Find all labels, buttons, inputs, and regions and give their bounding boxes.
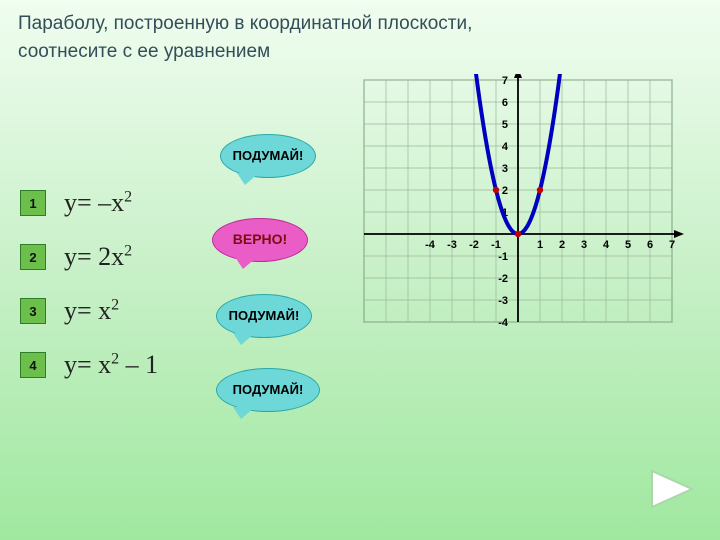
svg-text:7: 7 bbox=[669, 239, 675, 251]
options: 1 y= –x2 2 y= 2x2 3 y= x2 4 y= x2 – 1 bbox=[20, 188, 158, 404]
svg-text:1: 1 bbox=[537, 239, 543, 251]
callout-think-4: ПОДУМАЙ! bbox=[216, 368, 320, 412]
option-button-2[interactable]: 2 bbox=[20, 244, 46, 270]
option-formula-4: y= x2 – 1 bbox=[64, 350, 158, 380]
svg-text:-1: -1 bbox=[498, 251, 508, 263]
svg-text:3: 3 bbox=[502, 163, 508, 175]
svg-text:2: 2 bbox=[502, 185, 508, 197]
callout-correct: ВЕРНО! bbox=[212, 218, 308, 262]
option-formula-2: y= 2x2 bbox=[64, 242, 132, 272]
coordinate-chart: 1234567-1-2-3-41234567-1-2-3-4 bbox=[358, 74, 688, 404]
svg-text:-4: -4 bbox=[498, 317, 509, 329]
option-button-3[interactable]: 3 bbox=[20, 298, 46, 324]
option-button-1[interactable]: 1 bbox=[20, 190, 46, 216]
svg-text:6: 6 bbox=[647, 239, 653, 251]
option-3: 3 y= x2 bbox=[20, 296, 158, 326]
svg-text:-2: -2 bbox=[498, 273, 508, 285]
option-formula-1: y= –x2 bbox=[64, 188, 132, 218]
svg-text:6: 6 bbox=[502, 97, 508, 109]
arrow-right-icon bbox=[650, 469, 694, 509]
chart-svg: 1234567-1-2-3-41234567-1-2-3-4 bbox=[358, 74, 688, 404]
svg-text:7: 7 bbox=[502, 75, 508, 87]
svg-text:-2: -2 bbox=[469, 239, 479, 251]
svg-text:5: 5 bbox=[625, 239, 631, 251]
question-line2: соотнесите с ее уравнением bbox=[18, 41, 270, 62]
svg-text:2: 2 bbox=[559, 239, 565, 251]
svg-text:-3: -3 bbox=[447, 239, 457, 251]
question-line1: Параболу, построенную в координатной пло… bbox=[18, 13, 472, 34]
svg-text:-1: -1 bbox=[491, 239, 501, 251]
question-text: Параболу, построенную в координатной пло… bbox=[18, 10, 578, 66]
option-button-4[interactable]: 4 bbox=[20, 352, 46, 378]
option-4: 4 y= x2 – 1 bbox=[20, 350, 158, 380]
svg-text:4: 4 bbox=[603, 239, 610, 251]
option-2: 2 y= 2x2 bbox=[20, 242, 158, 272]
svg-text:4: 4 bbox=[502, 141, 509, 153]
callout-think-3: ПОДУМАЙ! bbox=[216, 294, 312, 338]
svg-text:5: 5 bbox=[502, 119, 508, 131]
callout-think-1: ПОДУМАЙ! bbox=[220, 134, 316, 178]
option-formula-3: y= x2 bbox=[64, 296, 119, 326]
next-button[interactable] bbox=[650, 469, 694, 514]
svg-text:-4: -4 bbox=[425, 239, 436, 251]
option-1: 1 y= –x2 bbox=[20, 188, 158, 218]
svg-text:3: 3 bbox=[581, 239, 587, 251]
svg-text:-3: -3 bbox=[498, 295, 508, 307]
